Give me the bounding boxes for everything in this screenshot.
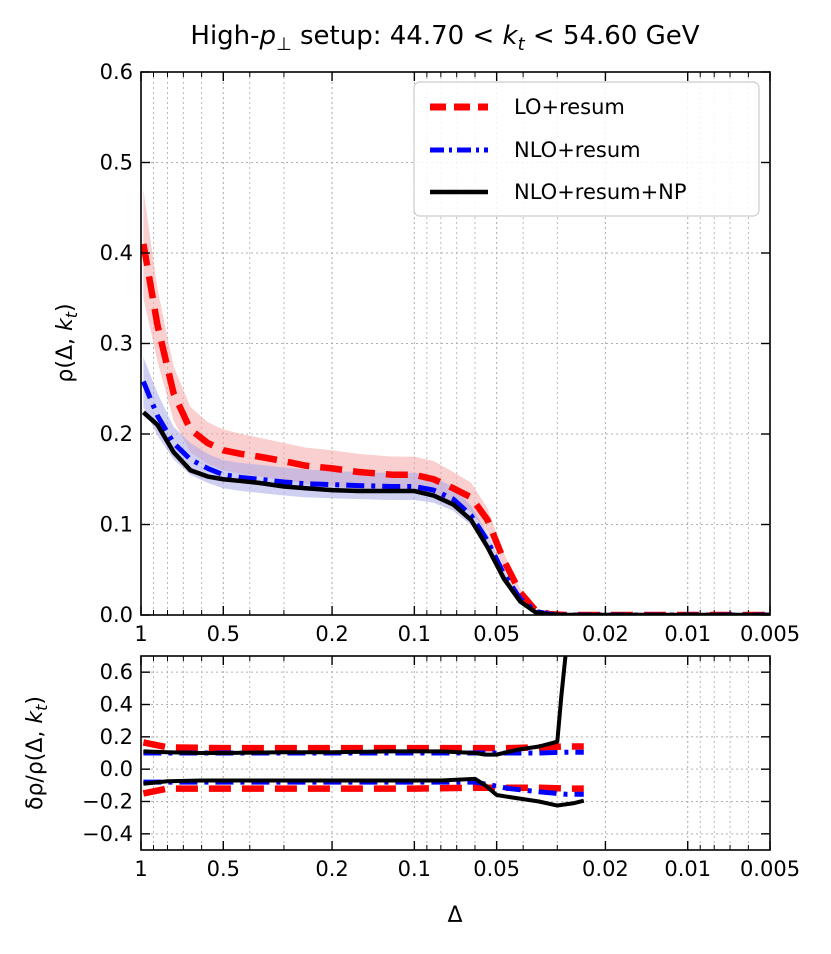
main-x-tick-label: 0.05 [473,622,520,646]
main-y-tick-label: 0.6 [100,60,133,84]
ratio-x-tick-labels: 1 0.5 0.2 0.1 0.05 0.02 0.01 0.005 [134,857,800,881]
ratio-line-nlo-resum-np-lower [143,776,585,808]
ratio-frame [140,655,771,851]
main-ylabel-post: ) [53,303,78,312]
main-y-tick-label: 0.3 [100,332,133,356]
main-x-tick-label: 0.1 [398,622,431,646]
ratio-ylabel-post: ) [23,696,48,705]
title-pre: High- [190,21,259,51]
legend-label-nlo-resum: NLO+resum [514,138,641,162]
legend: LO+resum NLO+resum NLO+resum+NP [413,81,760,217]
main-lines [141,243,770,615]
ratio-y-tick-label: 0.0 [100,757,133,781]
title-k: k [503,21,519,51]
legend-label-lo-resum: LO+resum [514,95,625,119]
ratio-x-tick-label: 0.05 [473,857,520,881]
ratio-x-tick-label: 1 [134,857,147,881]
ratio-y-tick-label: 0.2 [100,725,133,749]
ratio-ylabel-pre: δρ/ρ(Δ, [23,724,48,810]
ratio-line-lo-resum-lower [142,784,584,797]
title-t: t [518,34,526,55]
main-x-tick-label: 0.01 [664,622,711,646]
main-x-tick-label: 1 [134,622,147,646]
ratio-y-tick-label: 0.6 [100,660,133,684]
main-frame [140,71,771,616]
ratio-x-tick-label: 0.2 [315,857,348,881]
ratio-y-axis-label: δρ/ρ(Δ, kt) [23,696,51,810]
main-y-tick-label: 0.2 [100,422,133,446]
main-y-tick-label: 0.1 [100,513,133,537]
main-x-tick-label: 0.5 [207,622,240,646]
ratio-y-tick-labels: −0.4 −0.2 0.0 0.2 0.4 0.6 [82,660,133,846]
ratio-ticks [140,656,771,850]
title-mid: setup: 44.70 < [292,21,503,51]
main-ylabel-k: k [53,317,78,331]
main-ylabel-t: t [62,311,81,318]
title-p: p [259,21,277,51]
ratio-line-lo-resum-upper [142,739,584,752]
main-y-tick-label: 0.5 [100,151,133,175]
main-y-tick-labels: 0.0 0.1 0.2 0.3 0.4 0.5 0.6 [100,60,133,627]
title-post: < 54.60 GeV [525,21,700,51]
x-axis-label: Δ [447,903,462,928]
main-x-tick-label: 0.005 [740,622,800,646]
main-x-tick-label: 0.2 [315,622,348,646]
main-x-tick-label: 0.02 [582,622,629,646]
main-y-tick-label: 0.4 [100,241,133,265]
ratio-x-tick-label: 0.1 [398,857,431,881]
legend-box [413,81,760,217]
ratio-x-tick-label: 0.02 [582,857,629,881]
chart-title: High-p⊥ setup: 44.70 < kt < 54.60 GeV [190,21,699,55]
ratio-panel: 1 0.5 0.2 0.1 0.05 0.02 0.01 0.005 −0.4 −0.2 0.0 0… [23,655,800,928]
main-ylabel-pre: ρ(Δ, [53,331,78,383]
main-y-tick-label: 0.0 [100,603,133,627]
main-y-axis-label: ρ(Δ, kt) [53,303,81,382]
ratio-line-nlo-resum-np-upper [143,656,568,757]
series-line-nlo-resum-np [141,410,770,615]
ratio-x-tick-label: 0.5 [207,857,240,881]
title-perp: ⊥ [276,34,292,55]
ratio-x-tick-label: 0.01 [664,857,711,881]
ratio-ylabel-t: t [32,704,51,711]
legend-label-nlo-resum-np: NLO+resum+NP [514,180,687,204]
main-panel: 1 0.5 0.2 0.1 0.05 0.02 0.01 0.005 0.0 0.1 0.2 0.3… [53,60,800,646]
ratio-y-tick-label: −0.4 [82,822,133,846]
ratio-x-tick-label: 0.005 [740,857,800,881]
ratio-lines [142,656,585,808]
main-x-tick-labels: 1 0.5 0.2 0.1 0.05 0.02 0.01 0.005 [134,622,800,646]
ratio-y-tick-label: −0.2 [82,790,133,814]
ratio-ylabel-k: k [23,710,48,724]
ratio-y-tick-label: 0.4 [100,693,133,717]
